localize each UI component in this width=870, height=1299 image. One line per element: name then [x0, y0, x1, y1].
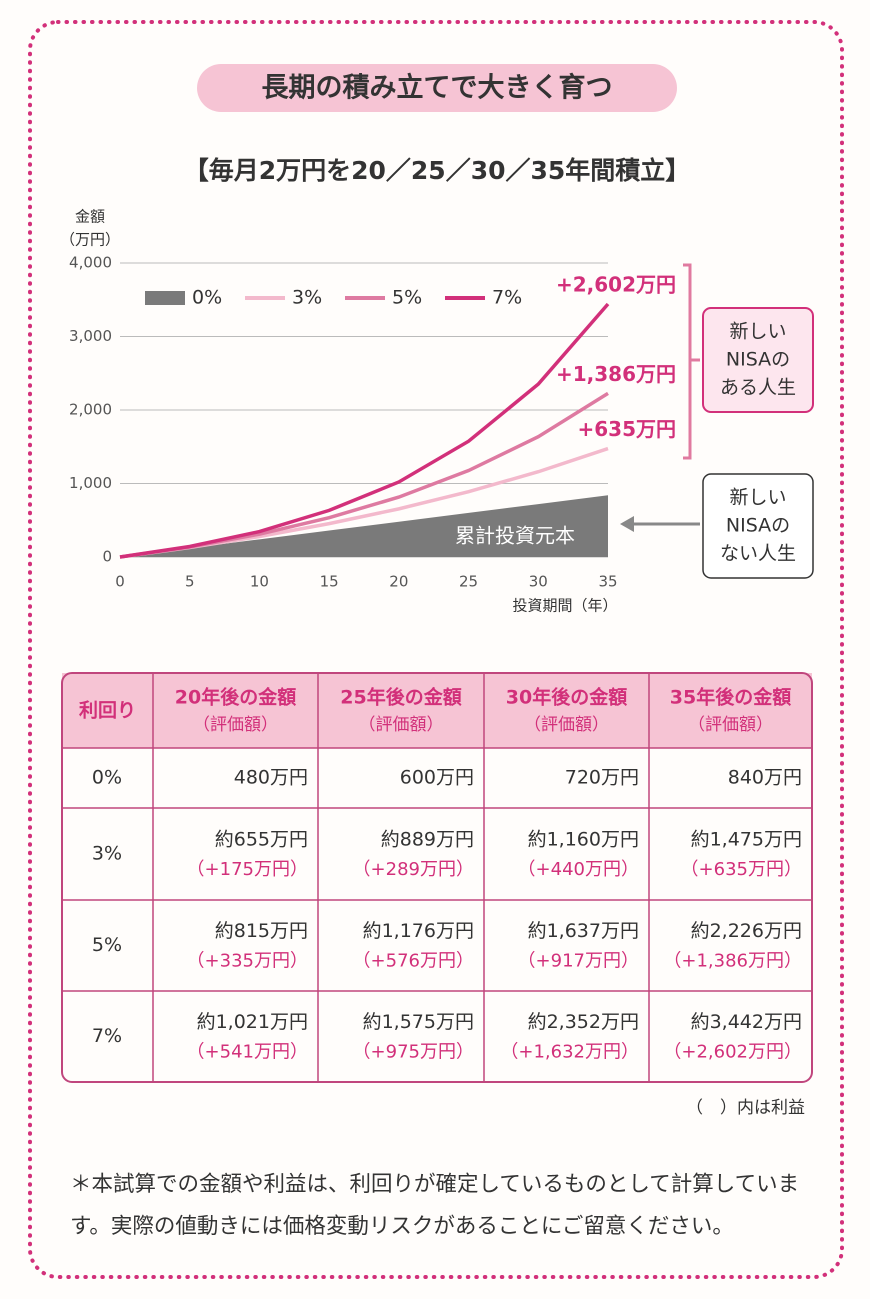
legend-label: 0%: [192, 287, 222, 309]
table-header-sub: （評価額）: [688, 715, 773, 735]
chart-title: 【毎月2万円を20／25／30／35年間積立】: [184, 156, 691, 185]
amount: 約1,475万円: [691, 829, 802, 851]
x-tick-label: 0: [115, 573, 125, 591]
x-tick-label: 20: [389, 573, 408, 591]
group-label: NISAの: [726, 349, 790, 371]
amount: 約1,637万円: [528, 920, 639, 942]
amount: 約1,176万円: [363, 920, 474, 942]
amount: 約889万円: [381, 829, 474, 851]
profit: （+975万円）: [353, 1042, 474, 1063]
table-header-bg: [62, 673, 812, 748]
group-label: 新しい: [729, 321, 786, 343]
profit: （+440万円）: [518, 859, 639, 880]
area: [120, 495, 608, 557]
table-header-sub: （評価額）: [359, 715, 444, 735]
rate: 7%: [92, 1025, 122, 1047]
x-tick-label: 25: [459, 573, 478, 591]
profit: （+289万円）: [353, 859, 474, 880]
rate: 5%: [92, 934, 122, 956]
amount: 約655万円: [215, 829, 308, 851]
y-tick-label: 1,000: [69, 474, 112, 492]
y-tick-label: 4,000: [69, 254, 112, 272]
annotation: +1,386万円: [556, 362, 676, 386]
y-tick-label: 0: [102, 548, 112, 566]
x-tick-label: 35: [598, 573, 617, 591]
page-title: 長期の積み立てで大きく育つ: [262, 72, 613, 104]
table-header: 25年後の金額: [340, 686, 461, 709]
profit: （+541万円）: [187, 1042, 308, 1063]
profit: （+635万円）: [681, 859, 802, 880]
profit: （+335万円）: [187, 951, 308, 972]
amount: 約1,160万円: [528, 829, 639, 851]
legend-swatch: [145, 291, 185, 305]
profit: （+175万円）: [187, 859, 308, 880]
dotted-frame: [28, 20, 844, 1279]
x-tick-label: 15: [320, 573, 339, 591]
group-label: 新しい: [729, 487, 786, 509]
x-tick-label: 10: [250, 573, 269, 591]
y-tick-label: 2,000: [69, 401, 112, 419]
amount: 840万円: [728, 767, 802, 789]
table-note: （ ）内は利益: [686, 1098, 805, 1118]
annotation: +2,602万円: [556, 273, 676, 297]
amount: 約1,021万円: [197, 1011, 308, 1033]
annotation: +635万円: [577, 417, 676, 441]
table-header-sub: （評価額）: [193, 715, 278, 735]
x-tick-label: 30: [529, 573, 548, 591]
profit: （+2,602万円）: [663, 1042, 802, 1063]
profit: （+917万円）: [518, 951, 639, 972]
table-header: 利回り: [79, 700, 136, 722]
group-box: [702, 307, 814, 413]
profit: （+1,386万円）: [663, 951, 802, 972]
table-header: 30年後の金額: [506, 686, 627, 709]
group-label: ある人生: [720, 377, 796, 399]
amount: 約2,226万円: [691, 920, 802, 942]
legend-label: 5%: [392, 287, 422, 309]
table-header: 35年後の金額: [670, 686, 791, 709]
profit: （+1,632万円）: [500, 1042, 639, 1063]
rate: 0%: [92, 767, 122, 789]
profit: （+576万円）: [353, 951, 474, 972]
legend-label: 3%: [292, 287, 322, 309]
table-frame: [61, 672, 813, 1083]
line: [119, 302, 610, 559]
y-axis-label: （万円）: [60, 231, 120, 249]
amount: 約2,352万円: [528, 1011, 639, 1033]
title-pill: [197, 64, 677, 112]
rate: 3%: [92, 843, 122, 865]
x-tick-label: 5: [185, 573, 195, 591]
bracket: [683, 263, 700, 460]
amount: 720万円: [565, 767, 639, 789]
arrow-head: [620, 516, 634, 532]
amount: 約815万円: [215, 920, 308, 942]
group-label: NISAの: [726, 515, 790, 537]
x-axis-label: 投資期間（年）: [512, 597, 617, 615]
footnote: ＊本試算での金額や利益は、利回りが確定しているものとして計算しています。実際の値…: [70, 1172, 800, 1239]
group-label: ない人生: [720, 543, 796, 565]
area-label: 累計投資元本: [455, 524, 575, 548]
amount: 600万円: [400, 767, 474, 789]
amount: 約3,442万円: [691, 1011, 802, 1033]
group-box: [702, 473, 814, 579]
y-axis-label: 金額: [75, 208, 105, 226]
amount: 480万円: [234, 767, 308, 789]
legend-label: 7%: [492, 287, 522, 309]
table-header: 20年後の金額: [175, 686, 296, 709]
amount: 約1,575万円: [363, 1011, 474, 1033]
y-tick-label: 3,000: [69, 327, 112, 345]
table-header-sub: （評価額）: [524, 715, 609, 735]
